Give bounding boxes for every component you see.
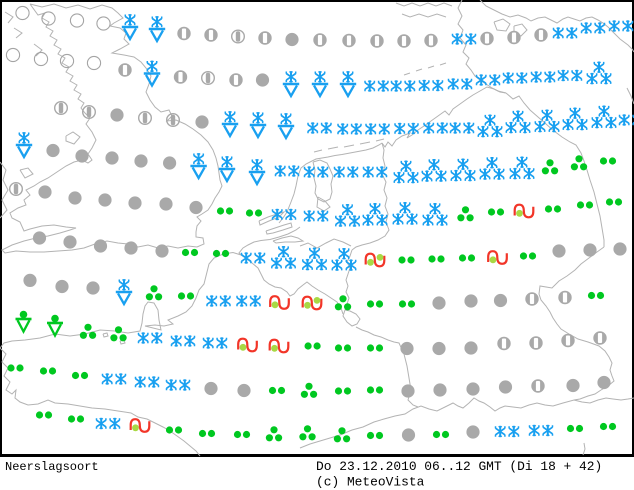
svg-text:Neerslagsoort: Neerslagsoort [5,460,99,474]
svg-text:Do 23.12.2010 06..12 GMT (Di 1: Do 23.12.2010 06..12 GMT (Di 18 + 42) [316,459,602,474]
svg-text:(c) MeteoVista: (c) MeteoVista [316,475,425,490]
